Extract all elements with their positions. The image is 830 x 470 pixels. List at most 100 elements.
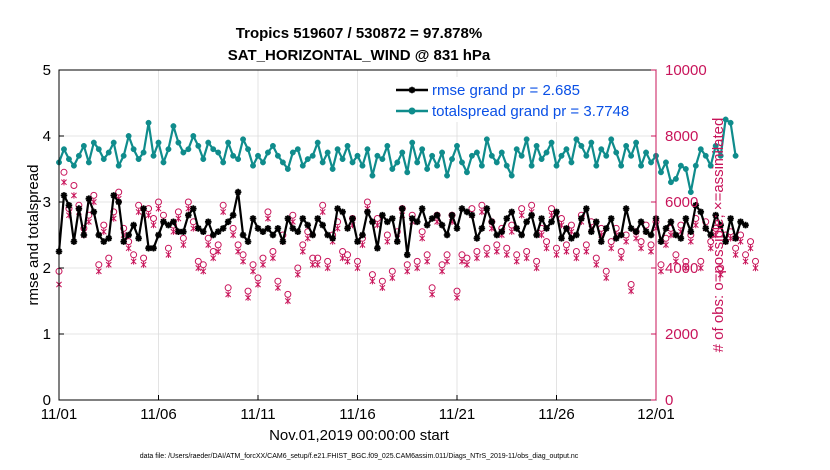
spread-point <box>399 149 406 156</box>
spread-point <box>319 159 326 166</box>
obs-possible-point <box>184 198 192 206</box>
obs-possible-point <box>403 261 411 269</box>
rmse-point <box>563 225 570 232</box>
spread-point <box>553 162 560 169</box>
spread-point <box>459 159 465 166</box>
spread-point <box>488 152 495 159</box>
spread-point <box>314 139 321 146</box>
obs-assimilated-point <box>205 241 212 249</box>
spread-point <box>608 136 615 143</box>
rmse-point <box>314 215 321 222</box>
rmse-point <box>438 221 446 229</box>
obs-assimilated-point <box>339 254 346 262</box>
rmse-point <box>483 205 491 212</box>
rmse-point <box>583 205 590 212</box>
obs-assimilated-point <box>697 264 704 272</box>
obs-possible-point <box>70 182 78 189</box>
obs-possible-point <box>562 241 570 249</box>
rmse-point <box>239 231 247 239</box>
obs-possible-point <box>115 188 123 196</box>
spread-point <box>235 156 242 163</box>
spread-point <box>155 139 162 146</box>
obs-possible-point <box>164 244 172 252</box>
rmse-point <box>548 218 555 226</box>
obs-possible-point <box>284 290 292 298</box>
obs-possible-point <box>478 201 486 209</box>
spread-point <box>663 159 669 166</box>
spread-point <box>359 162 366 169</box>
obs-assimilated-point <box>717 271 724 278</box>
rmse-point <box>697 208 705 216</box>
spread-point <box>578 142 585 149</box>
spread-point <box>150 152 157 159</box>
x-tick-label: 11/11 <box>240 406 275 423</box>
spread-point <box>648 159 654 166</box>
obs-possible-point <box>543 238 551 246</box>
obs-assimilated-point <box>573 254 580 262</box>
obs-possible-point <box>443 251 451 259</box>
rmse-point <box>195 225 202 232</box>
obs-assimilated-point <box>483 251 490 258</box>
spread-point <box>593 162 600 169</box>
rmse-point <box>597 238 605 245</box>
spread-point <box>692 162 699 169</box>
spread-point <box>414 159 421 166</box>
rmse-point <box>443 231 451 239</box>
legend-spread-dot <box>408 107 416 115</box>
obs-possible-point <box>572 248 580 255</box>
x-tick-label: 11/26 <box>538 406 574 423</box>
rmse-point <box>428 215 436 222</box>
obs-possible-point <box>90 191 98 199</box>
spread-point <box>269 142 276 149</box>
rmse-point <box>65 202 73 209</box>
obs-possible-point <box>344 251 352 259</box>
obs-possible-point <box>368 271 376 279</box>
obs-assimilated-point <box>379 284 386 291</box>
spread-point <box>727 119 734 126</box>
obs-possible-point <box>378 277 386 285</box>
obs-assimilated-point <box>100 228 107 235</box>
spread-point <box>449 156 455 163</box>
rmse-point <box>219 225 227 232</box>
obs-possible-point <box>627 281 635 288</box>
spread-point <box>533 142 540 149</box>
rmse-point <box>354 238 361 245</box>
spread-point <box>379 156 386 163</box>
rmse-point <box>448 211 456 219</box>
rmse-point <box>498 228 506 235</box>
spread-point <box>175 139 182 146</box>
rmse-point <box>294 228 302 235</box>
obs-possible-point <box>289 211 297 219</box>
rmse-point <box>657 238 665 245</box>
obs-assimilated-point <box>130 258 137 265</box>
y-right-tick-label: 10000 <box>665 62 707 79</box>
rmse-point <box>289 225 297 232</box>
spread-point <box>364 146 371 153</box>
obs-assimilated-point <box>478 208 485 216</box>
rmse-point <box>737 218 744 226</box>
obs-possible-point <box>174 208 182 216</box>
rmse-point <box>528 211 535 219</box>
obs-assimilated-point <box>185 205 192 212</box>
spread-point <box>618 162 625 169</box>
obs-assimilated-point <box>707 245 714 252</box>
rmse-point <box>95 231 103 239</box>
rmse-point <box>568 235 575 242</box>
spread-point <box>518 152 525 159</box>
obs-possible-point <box>130 251 138 259</box>
spread-point <box>110 139 117 146</box>
obs-assimilated-point <box>250 268 256 275</box>
obs-assimilated-point <box>165 251 172 258</box>
obs-assimilated-point <box>255 281 261 288</box>
y-left-tick-label: 0 <box>43 392 51 409</box>
obs-possible-point <box>363 198 371 206</box>
obs-assimilated-point <box>463 261 470 268</box>
obs-assimilated-point <box>210 254 217 262</box>
spread-point <box>538 156 545 163</box>
obs-possible-point <box>518 205 526 213</box>
obs-possible-point <box>339 248 347 255</box>
rmse-point <box>304 221 312 229</box>
obs-possible-point <box>592 254 600 262</box>
rmse-point <box>110 192 118 199</box>
spread-point <box>210 146 217 153</box>
